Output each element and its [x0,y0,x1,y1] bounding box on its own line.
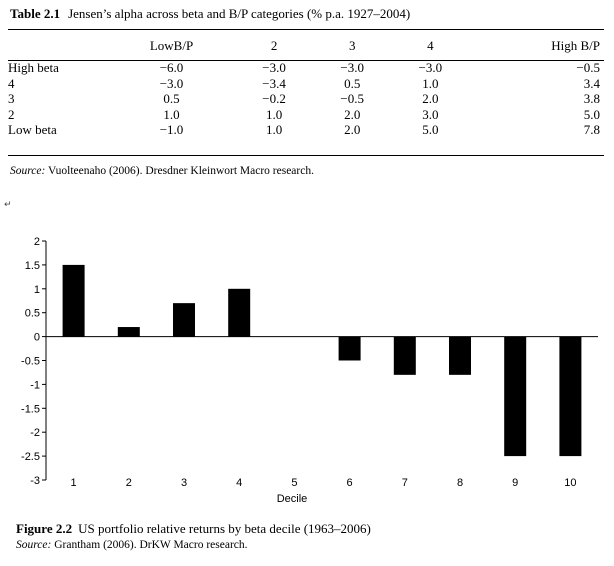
table-cell: −1.0 [159,122,184,138]
bar-decile-3 [173,303,195,337]
table-corner [8,38,112,60]
col-header: 2 [270,38,278,53]
bar-decile-2 [117,327,140,337]
y-tick-label: 0 [34,332,40,344]
table-cell: 5.0 [583,106,600,122]
x-tick-label: 6 [347,477,353,489]
table-row: 3 0.5 −0.2 −0.5 2.0 3.8 [8,91,604,107]
table-cell: −0.2 [262,91,286,107]
row-label: 3 [8,91,15,107]
table-cell: 5.0 [422,122,439,138]
table-row: 4 −3.0 −3.4 0.5 1.0 3.4 [8,76,604,92]
table-source-label: Source: [10,165,46,177]
table-cell: −3.0 [159,75,184,91]
table-row: Low beta −1.0 1.0 2.0 5.0 7.8 [8,122,604,138]
bar-decile-4 [228,288,251,337]
table-cell: −3.0 [340,60,364,75]
table-source: Source: Vuolteenaho (2006). Dresdner Kle… [10,165,314,177]
chart-tick-labels: 2 1.5 1 0.5 0 -0.5 -1 -1.5 -2 -2.5 -3 1 2 3 4 5 6 7 8 9 10 [21,236,576,489]
bar-decile-8 [449,336,471,375]
figure-label: Figure 2.2 [16,521,73,536]
table-cell: 3.4 [583,75,600,91]
table-cell: 2.0 [422,91,439,107]
table-caption: Table 2.1 Jensen’s alpha across beta and … [10,6,410,22]
table-cell: −3.4 [262,75,286,91]
table-cell: 3.0 [422,106,439,122]
y-tick-label: -1.5 [21,403,40,415]
row-label: High beta [8,60,59,75]
table-row: 2 1.0 1.0 2.0 3.0 5.0 [8,107,604,123]
table-cell: 0.5 [344,75,361,91]
x-axis-label: Decile [277,493,308,505]
table-cell: 0.5 [163,91,180,107]
table-cell: −3.0 [262,60,286,75]
y-tick-label: -3 [30,475,40,487]
y-tick-label: -2 [30,427,40,439]
col-header: High B/P [551,38,600,53]
x-tick-label: 1 [71,477,77,489]
table-cell: −0.5 [576,60,600,75]
bar-decile-7 [393,336,416,375]
y-tick-label: -0.5 [21,356,40,368]
x-tick-label: 7 [402,477,408,489]
alpha-table: LowB/P 2 3 4 High B/P High beta −6.0 −3.… [8,38,604,138]
table-cell: 3.8 [583,91,600,107]
table-cell: 2.0 [344,106,361,122]
figure-source-label: Source: [16,539,52,551]
x-tick-label: 5 [291,477,297,489]
table-row: High beta −6.0 −3.0 −3.0 −3.0 −0.5 [8,60,604,76]
return-arrow-icon: ↵ [4,200,12,210]
table-header-rule [8,60,604,61]
x-tick-label: 8 [457,477,463,489]
x-tick-label: 4 [236,477,242,489]
row-label: Low beta [8,122,57,138]
beta-decile-bar-chart: 2 1.5 1 0.5 0 -0.5 -1 -1.5 -2 -2.5 -3 1 2 3 4 5 6 7 8 9 10 D… [21,236,598,505]
y-tick-label: 1.5 [25,260,40,272]
table-cell: −3.0 [418,60,443,75]
bar-decile-6 [338,336,361,361]
y-tick-label: 2 [34,236,40,248]
x-tick-label: 10 [564,477,576,489]
bar-decile-10 [559,336,582,457]
figure-caption: Figure 2.2 US portfolio relative returns … [16,521,371,537]
table-cell: −0.5 [340,91,364,107]
col-header: 4 [427,38,434,53]
x-tick-label: 3 [181,477,187,489]
bar-decile-1 [62,264,85,337]
table-cell: −6.0 [159,60,184,75]
figure-source: Source: Grantham (2006). DrKW Macro rese… [16,539,248,551]
x-tick-label: 2 [126,477,132,489]
table-label: Table 2.1 [10,6,61,21]
table-cell: 2.0 [344,122,361,138]
table-cell: 1.0 [422,75,439,91]
bar-decile-9 [504,336,527,457]
col-header: LowB/P [149,38,194,53]
row-label: 4 [8,75,15,91]
table-title: Jensen’s alpha across beta and B/P categ… [68,6,411,21]
table-cell: 7.8 [583,122,600,138]
x-tick-label: 9 [512,477,518,489]
y-tick-label: -1 [30,379,40,391]
table-cell: 1.0 [265,122,283,138]
table-header-row: LowB/P 2 3 4 High B/P [8,38,604,60]
table-source-text: Vuolteenaho (2006). Dresdner Kleinwort M… [48,165,314,177]
table-top-rule [8,29,604,30]
table-cell: 1.0 [163,106,180,122]
y-tick-label: 1 [34,284,40,296]
chart-bars [62,264,582,457]
y-tick-label: -2.5 [21,451,40,463]
y-tick-label: 0.5 [25,308,40,320]
table-bottom-rule [8,155,604,156]
row-label: 2 [8,106,15,122]
figure-source-text: Grantham (2006). DrKW Macro research. [54,539,248,551]
table-cell: 1.0 [265,106,283,122]
col-header: 3 [348,38,356,53]
figure-title: US portfolio relative returns by beta de… [78,521,371,536]
